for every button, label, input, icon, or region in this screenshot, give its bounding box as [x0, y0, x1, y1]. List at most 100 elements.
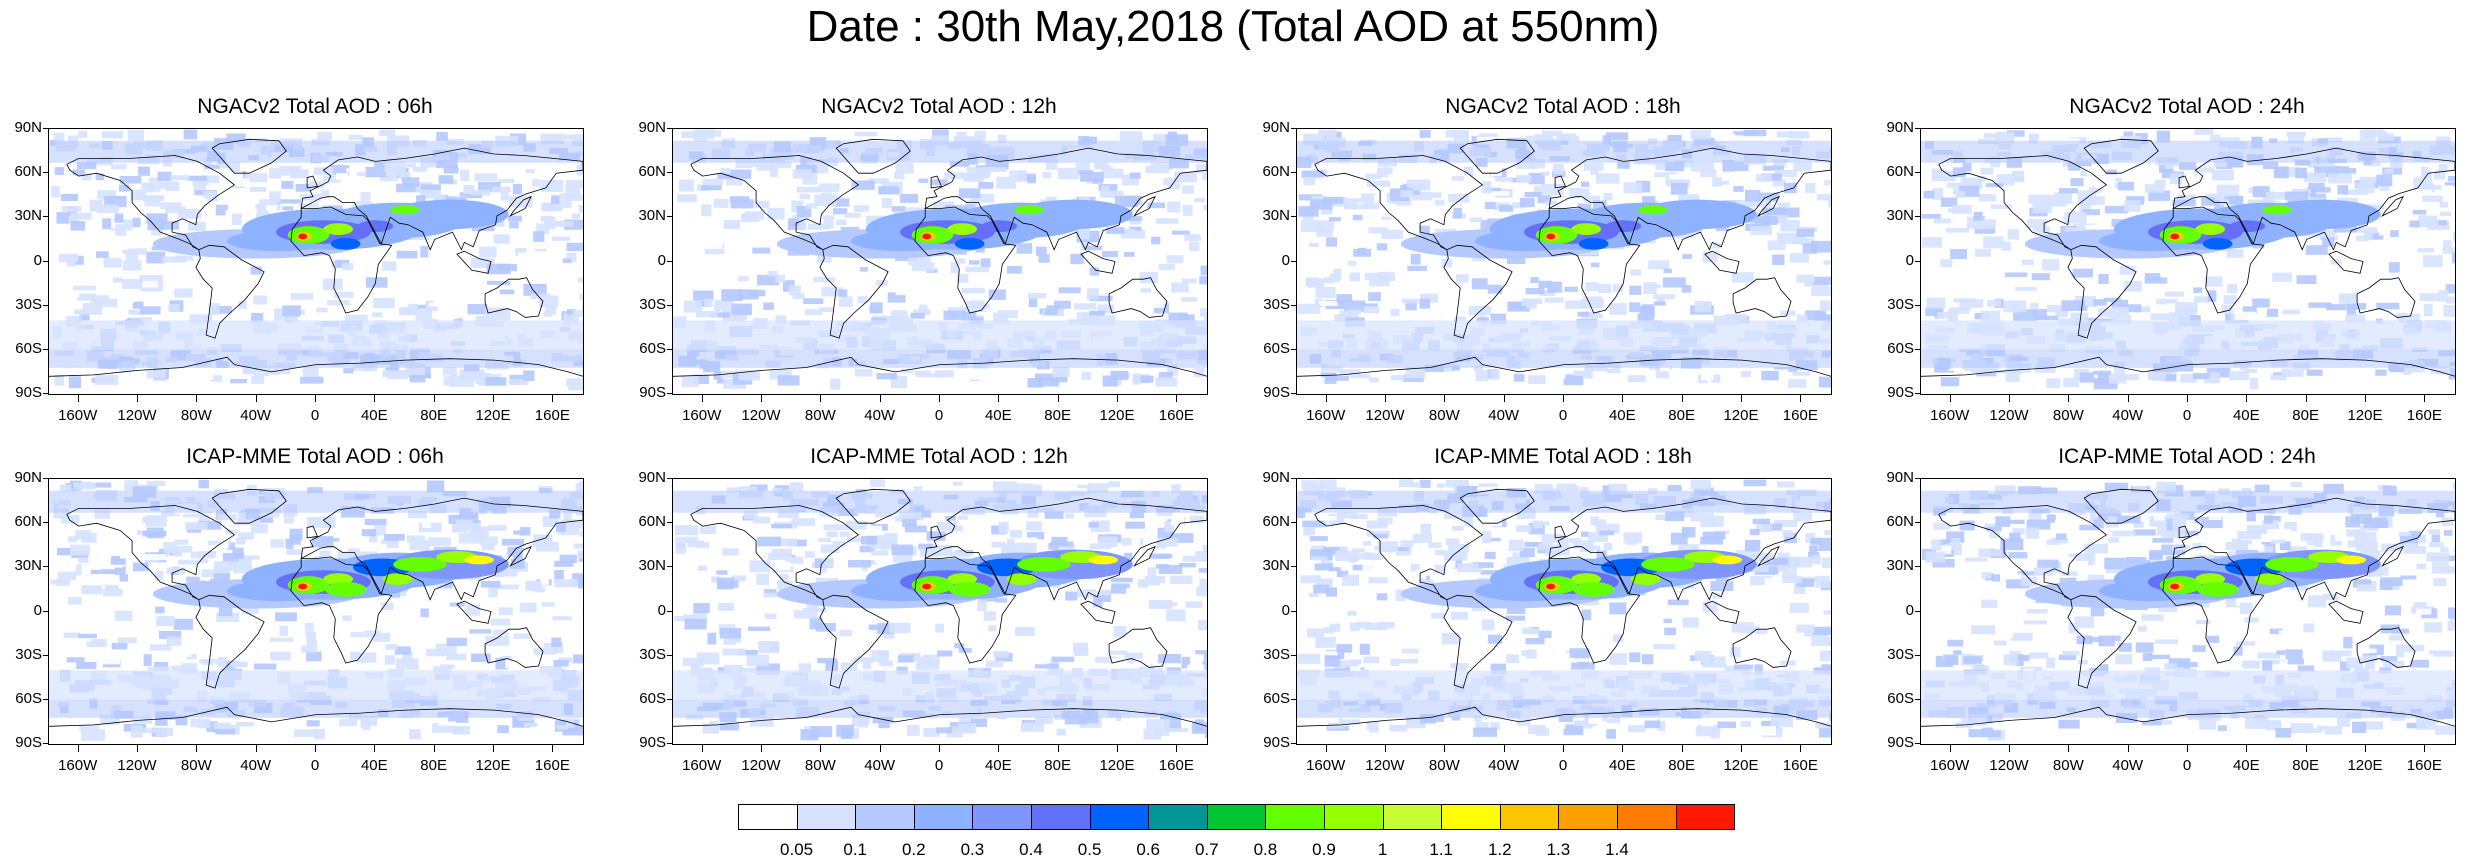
colorbar-swatch: [738, 804, 798, 830]
longitude-tick: [1950, 745, 1951, 752]
colorbar-swatch: [1383, 804, 1443, 830]
latitude-label: 60S: [616, 340, 666, 357]
longitude-label: 0: [285, 757, 345, 774]
longitude-label: 0: [1533, 757, 1593, 774]
latitude-tick: [1291, 522, 1296, 523]
panel-title: NGACv2 Total AOD : 12h: [672, 95, 1206, 119]
colorbar-swatch: [914, 804, 974, 830]
longitude-tick: [1385, 745, 1386, 752]
latitude-tick: [1915, 743, 1920, 744]
latitude-tick: [1291, 478, 1296, 479]
latitude-tick: [1915, 305, 1920, 306]
latitude-label: 30S: [0, 646, 42, 663]
latitude-tick: [43, 743, 48, 744]
longitude-label: 40E: [344, 407, 404, 424]
longitude-tick: [1622, 395, 1623, 402]
longitude-tick: [1741, 395, 1742, 402]
longitude-tick: [493, 395, 494, 402]
colorbar-label: 0.9: [1299, 840, 1349, 860]
latitude-tick: [43, 522, 48, 523]
latitude-label: 30S: [616, 296, 666, 313]
latitude-label: 30S: [1240, 646, 1290, 663]
longitude-tick: [1682, 395, 1683, 402]
latitude-tick: [667, 699, 672, 700]
longitude-tick: [761, 745, 762, 752]
longitude-tick: [1176, 745, 1177, 752]
latitude-label: 90N: [1240, 469, 1290, 486]
colorbar-label: 0.8: [1240, 840, 1290, 860]
colorbar-label: 1.4: [1592, 840, 1642, 860]
longitude-label: 160W: [1920, 407, 1980, 424]
colorbar-label: 1.2: [1475, 840, 1525, 860]
longitude-tick: [2187, 745, 2188, 752]
longitude-label: 40E: [344, 757, 404, 774]
longitude-tick: [939, 395, 940, 402]
colorbar-swatch: [1500, 804, 1560, 830]
colorbar-swatch: [1558, 804, 1618, 830]
latitude-label: 60N: [1864, 163, 1914, 180]
latitude-tick: [667, 305, 672, 306]
latitude-label: 60N: [616, 513, 666, 530]
latitude-label: 0: [1240, 252, 1290, 269]
longitude-label: 120W: [1979, 757, 2039, 774]
latitude-tick: [43, 305, 48, 306]
colorbar-label: 1.3: [1533, 840, 1583, 860]
colorbar-label: 0.1: [830, 840, 880, 860]
latitude-tick: [667, 128, 672, 129]
longitude-label: 120W: [107, 757, 167, 774]
latitude-tick: [667, 655, 672, 656]
colorbar-label: 1: [1358, 840, 1408, 860]
longitude-label: 120E: [1711, 757, 1771, 774]
latitude-label: 0: [1864, 602, 1914, 619]
longitude-tick: [137, 395, 138, 402]
latitude-tick: [1291, 128, 1296, 129]
latitude-label: 90S: [616, 384, 666, 401]
colorbar-swatch: [1441, 804, 1501, 830]
longitude-label: 120W: [731, 757, 791, 774]
longitude-label: 160E: [522, 757, 582, 774]
aod-map: [1920, 128, 2456, 395]
aod-map: [1296, 128, 1832, 395]
longitude-label: 80E: [404, 757, 464, 774]
latitude-tick: [1291, 305, 1296, 306]
longitude-label: 160E: [2394, 757, 2454, 774]
colorbar-label: 0.3: [947, 840, 997, 860]
colorbar-swatch: [1676, 804, 1736, 830]
colorbar-swatch: [1207, 804, 1267, 830]
longitude-tick: [1117, 745, 1118, 752]
panel-title: NGACv2 Total AOD : 06h: [48, 95, 582, 119]
panel-title: ICAP-MME Total AOD : 12h: [672, 445, 1206, 469]
longitude-label: 160W: [1296, 407, 1356, 424]
latitude-tick: [1291, 216, 1296, 217]
latitude-tick: [1291, 566, 1296, 567]
latitude-label: 90S: [1240, 734, 1290, 751]
colorbar-swatch: [797, 804, 857, 830]
longitude-tick: [820, 745, 821, 752]
longitude-tick: [552, 745, 553, 752]
longitude-label: 40W: [226, 757, 286, 774]
latitude-tick: [1915, 349, 1920, 350]
colorbar-swatch: [1148, 804, 1208, 830]
latitude-tick: [667, 349, 672, 350]
latitude-label: 90S: [1864, 734, 1914, 751]
longitude-tick: [1385, 395, 1386, 402]
longitude-tick: [1058, 745, 1059, 752]
latitude-tick: [667, 216, 672, 217]
longitude-label: 160W: [1296, 757, 1356, 774]
longitude-label: 0: [909, 757, 969, 774]
longitude-tick: [2128, 395, 2129, 402]
longitude-label: 40W: [850, 407, 910, 424]
colorbar-swatch: [855, 804, 915, 830]
longitude-label: 0: [285, 407, 345, 424]
colorbar-swatch: [1031, 804, 1091, 830]
latitude-label: 0: [1240, 602, 1290, 619]
longitude-tick: [2306, 745, 2307, 752]
longitude-tick: [2068, 395, 2069, 402]
longitude-label: 80E: [2276, 757, 2336, 774]
longitude-label: 160W: [48, 407, 108, 424]
longitude-label: 80W: [2038, 407, 2098, 424]
longitude-tick: [1444, 745, 1445, 752]
latitude-tick: [667, 261, 672, 262]
latitude-label: 60S: [1864, 690, 1914, 707]
latitude-label: 30N: [1240, 557, 1290, 574]
